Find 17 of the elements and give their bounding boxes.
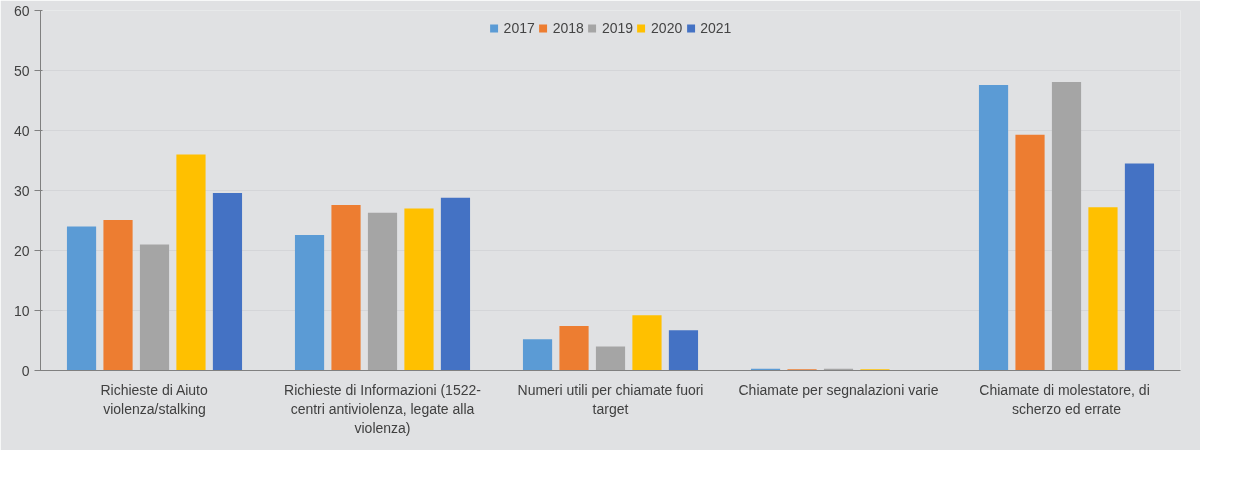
y-tick-label: 0 <box>21 362 30 379</box>
y-tick-label: 30 <box>13 182 30 199</box>
legend-label: 2020 <box>651 20 683 36</box>
legend-label: 2017 <box>503 20 535 36</box>
x-tick-label: Chiamate di molestatore, di scherzo ed errate <box>979 381 1150 417</box>
x-tick-label: Richieste di Informazioni (1522- centri antiviolenza, legate alla violenza) <box>284 381 482 436</box>
y-tick-label: 10 <box>13 302 30 319</box>
x-tick-label: Numeri utili per chiamate fuori target <box>517 381 704 417</box>
x-tick-label: Chiamate per segnalazioni varie <box>738 381 939 398</box>
y-tick-label: 60 <box>13 2 30 19</box>
legend-label: 2021 <box>700 20 732 36</box>
x-tick-label: Richieste di Aiuto violenza/stalking <box>100 381 209 417</box>
y-tick-label: 50 <box>13 62 30 79</box>
legend-label: 2018 <box>552 20 584 36</box>
y-tick-label: 20 <box>13 242 30 259</box>
y-tick-label: 40 <box>13 122 30 139</box>
legend-label: 2019 <box>601 20 634 36</box>
